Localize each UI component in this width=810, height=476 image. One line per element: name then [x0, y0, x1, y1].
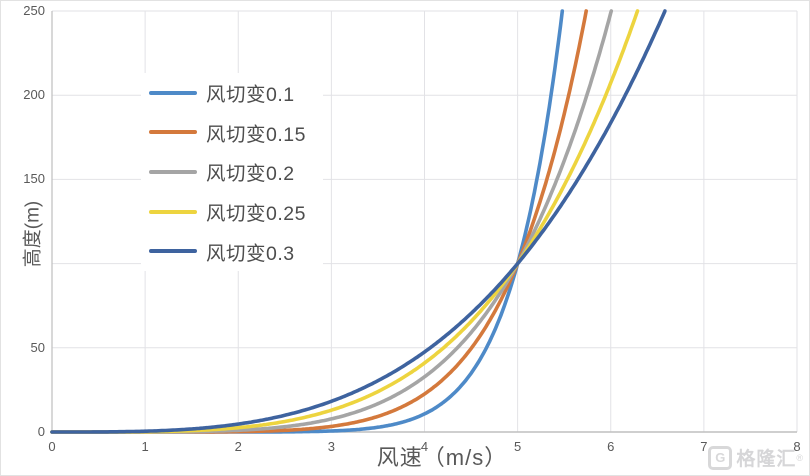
legend-swatch-icon	[149, 169, 197, 174]
y-tick-label: 200	[23, 87, 45, 103]
x-tick-label: 0	[48, 439, 56, 454]
y-tick-label: 0	[37, 424, 45, 439]
legend-item: 风切变0.15	[149, 118, 323, 147]
legend-item: 风切变0.1	[149, 78, 323, 107]
y-tick-label: 150	[23, 171, 45, 187]
watermark: G 格隆汇 ®	[708, 444, 803, 471]
x-tick-label: 7	[700, 439, 708, 454]
x-tick-label: 4	[420, 439, 429, 454]
series-curve-4	[50, 9, 667, 434]
legend-label: 风切变0.3	[206, 242, 295, 265]
legend-label: 风切变0.15	[206, 123, 306, 146]
x-tick-label: 1	[141, 439, 149, 454]
legend: 风切变0.1 风切变0.15 风切变0.2 风切变0.25 风切变0.3	[141, 73, 323, 271]
x-tick-label: 8	[793, 439, 801, 454]
watermark-logo-icon: G	[708, 445, 733, 470]
legend-swatch-icon	[149, 209, 197, 214]
legend-label: 风切变0.25	[206, 203, 306, 226]
legend-item: 风切变0.2	[149, 157, 323, 186]
x-tick-label: 2	[234, 439, 242, 454]
legend-swatch-icon	[149, 130, 197, 135]
legend-swatch-icon	[149, 90, 197, 95]
legend-label: 风切变0.2	[206, 163, 295, 186]
x-tick-label: 5	[514, 439, 522, 454]
watermark-brand: 格隆汇	[736, 449, 797, 470]
watermark-registered-icon: ®	[796, 452, 803, 463]
x-tick-label: 6	[607, 439, 615, 454]
legend-item: 风切变0.25	[149, 197, 323, 226]
legend-item: 风切变0.3	[149, 237, 323, 266]
legend-swatch-icon	[149, 249, 197, 254]
y-tick-label: 50	[30, 339, 45, 355]
x-axis-title: 风速（m/s）	[376, 445, 508, 470]
y-tick-label: 250	[23, 3, 45, 18]
x-tick-label: 3	[327, 439, 335, 454]
y-axis-title: 高度(m)	[22, 200, 44, 268]
legend-label: 风切变0.1	[206, 84, 295, 107]
